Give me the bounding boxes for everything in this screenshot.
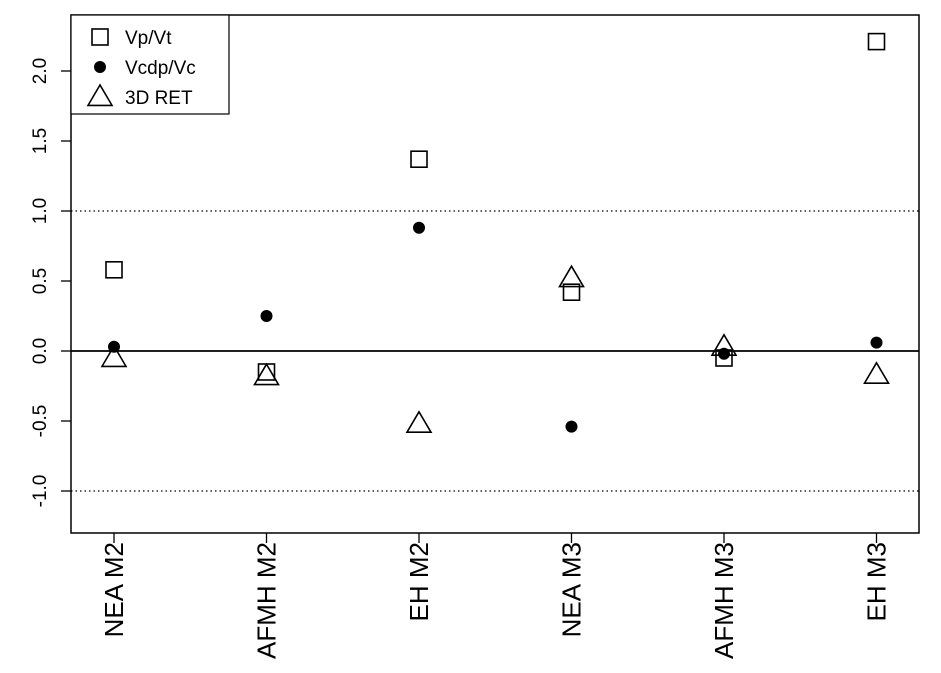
reference-lines — [71, 210, 919, 492]
legend: Vp/Vt Vcdp/Vc 3D RET — [70, 14, 230, 115]
filled-circle-point — [260, 310, 273, 322]
open-square-point — [867, 32, 886, 51]
open-triangle-point — [100, 344, 128, 368]
y-axis: -1.0 -0.5 0.0 0.5 1.0 1.5 2.0 — [30, 58, 71, 508]
legend-open-square-marker — [91, 28, 109, 46]
x-category-label: AFMH M3 — [709, 542, 739, 659]
open-triangle-point — [863, 361, 890, 385]
filled-circle-point — [413, 221, 425, 234]
x-category-label: AFMH M2 — [252, 542, 282, 659]
open-triangle-point — [253, 362, 280, 386]
x-category-label: NEA M3 — [557, 542, 587, 637]
plot-frame — [70, 14, 920, 534]
open-square-point — [410, 150, 428, 168]
y-tick-label: 1.5 — [30, 128, 51, 154]
y-tick-label: -1.0 — [30, 475, 51, 508]
legend-entry-label: 3D RET — [125, 88, 193, 109]
series-3 — [100, 264, 890, 434]
open-square-point — [105, 260, 123, 279]
y-tick-label: 1.0 — [30, 198, 51, 224]
data-points — [100, 32, 890, 434]
filled-circle-point — [718, 347, 730, 360]
series-2 — [108, 221, 883, 433]
filled-circle-point — [565, 420, 578, 433]
open-triangle-point — [710, 333, 738, 357]
open-triangle-point — [405, 410, 433, 434]
x-category-label: NEA M2 — [99, 542, 129, 637]
y-tick-label: 0.5 — [30, 268, 51, 294]
x-category-label: EH M2 — [404, 542, 434, 621]
filled-circle-point — [870, 336, 883, 349]
y-tick-label: 2.0 — [30, 58, 51, 84]
y-tick-label: -0.5 — [30, 405, 51, 438]
y-tick-label: 0.0 — [30, 338, 51, 364]
legend-filled-circle-marker — [94, 61, 106, 73]
open-triangle-point — [558, 264, 585, 288]
legend-open-triangle-marker — [86, 83, 114, 107]
x-category-label: EH M3 — [862, 542, 892, 621]
x-axis: NEA M2 AFMH M2 EH M2 NEA M3 AFMH M3 EH M3 — [99, 533, 892, 659]
open-square-point — [562, 283, 581, 302]
open-square-point — [257, 363, 276, 381]
legend-entry-label: Vp/Vt — [125, 28, 172, 49]
legend-entry-label: Vcdp/Vc — [125, 58, 196, 79]
